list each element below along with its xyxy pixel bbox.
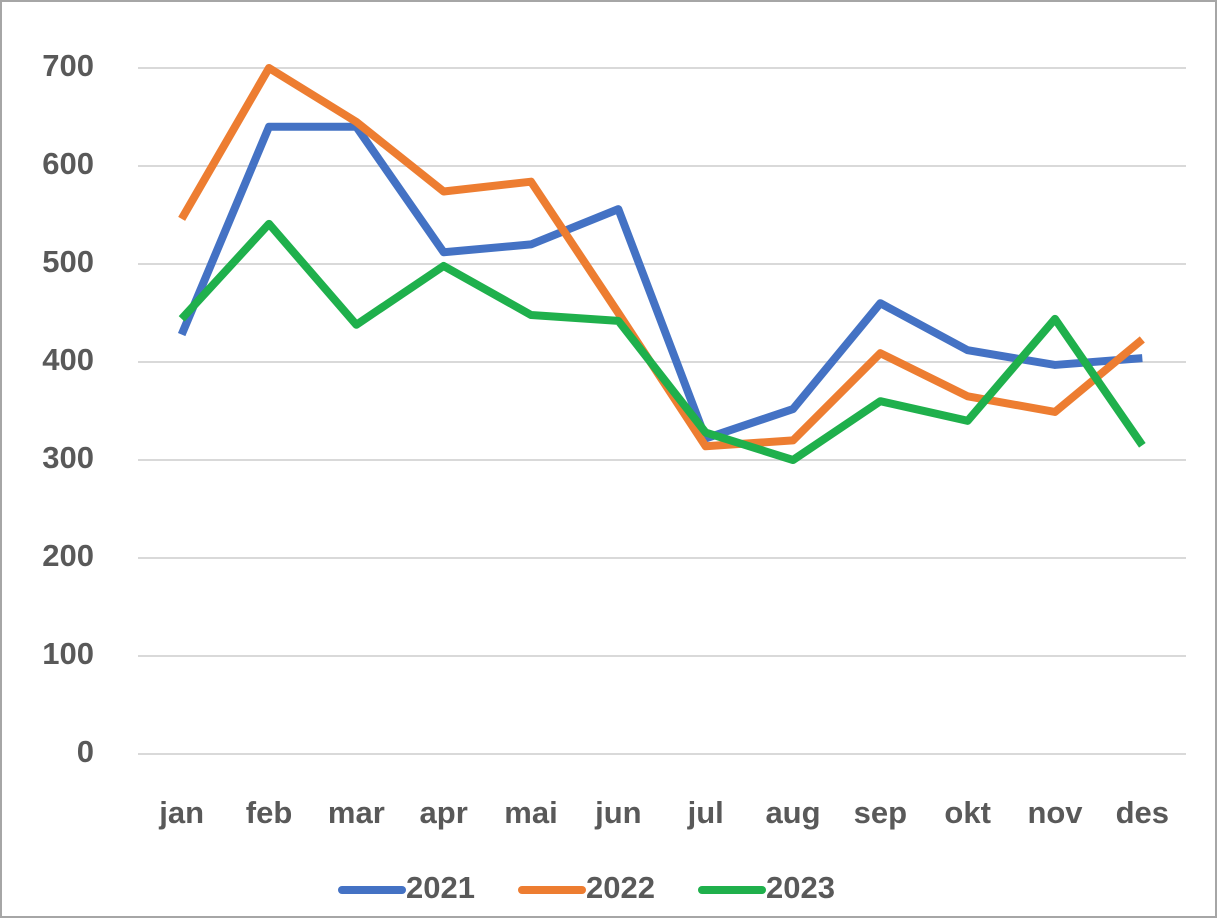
x-tick-label: aug <box>765 795 820 830</box>
y-tick-label: 400 <box>42 342 94 377</box>
x-tick-label: jun <box>594 795 642 830</box>
y-tick-label: 200 <box>42 538 94 573</box>
legend-label: 2022 <box>586 870 655 905</box>
x-tick-label: mar <box>328 795 385 830</box>
legend-label: 2021 <box>406 870 475 905</box>
x-tick-label: okt <box>944 795 991 830</box>
x-tick-label: apr <box>420 795 468 830</box>
y-tick-label: 700 <box>42 48 94 83</box>
x-tick-label: sep <box>854 795 907 830</box>
x-tick-label: jul <box>687 795 724 830</box>
y-tick-label: 600 <box>42 146 94 181</box>
x-tick-label: des <box>1116 795 1169 830</box>
x-tick-label: jan <box>158 795 204 830</box>
y-tick-label: 300 <box>42 440 94 475</box>
y-tick-label: 0 <box>77 734 94 769</box>
y-tick-label: 100 <box>42 636 94 671</box>
series-line <box>177 122 1143 443</box>
x-tick-label: feb <box>246 795 293 830</box>
y-tick-label: 500 <box>42 244 94 279</box>
legend-label: 2023 <box>766 870 835 905</box>
x-tick-label: nov <box>1027 795 1083 830</box>
x-tick-label: mai <box>504 795 557 830</box>
series-line <box>178 219 1146 464</box>
